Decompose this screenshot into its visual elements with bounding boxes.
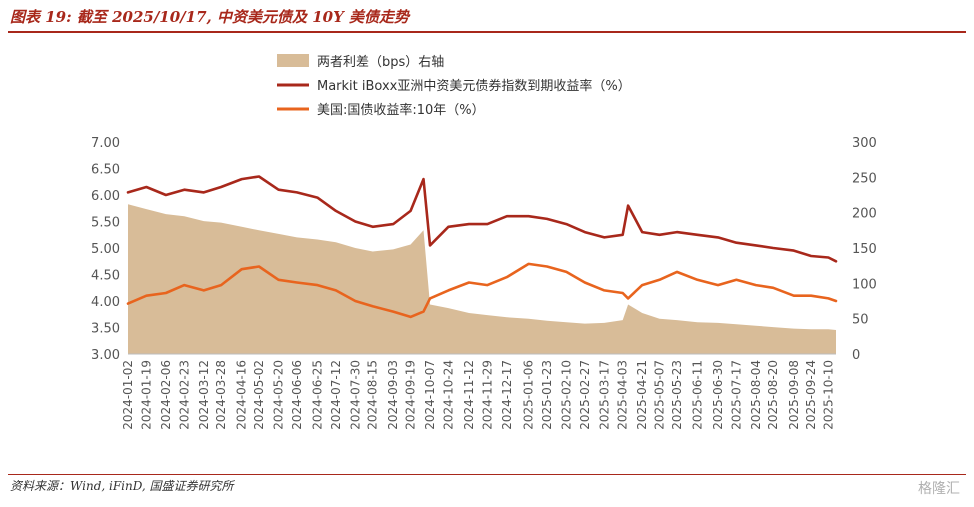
x-tick-label: 2025-02-10 <box>559 360 573 430</box>
x-tick-label: 2024-05-02 <box>252 360 266 430</box>
x-tick-label: 2024-09-03 <box>386 360 400 430</box>
line-layer <box>126 175 838 319</box>
x-tick-label: 2025-10-10 <box>821 360 835 430</box>
x-tick-label: 2025-08-04 <box>749 360 763 430</box>
chart-svg: 两者利差（bps）右轴 Markit iBoxx亚洲中资美元债券指数到期收益率（%… <box>91 54 877 430</box>
x-tick-label: 2024-08-15 <box>366 360 380 430</box>
y-left-tick-label: 7.00 <box>91 136 120 151</box>
spread-area <box>128 204 836 354</box>
title-divider <box>8 31 966 33</box>
x-tick-label: 2024-06-25 <box>310 360 324 430</box>
x-tick-label: 2025-09-08 <box>787 360 801 430</box>
x-tick-label: 2025-01-06 <box>522 360 536 430</box>
x-tick-label: 2025-01-23 <box>540 360 554 430</box>
x-tick-label: 2025-06-30 <box>711 360 725 430</box>
x-tick-label: 2025-08-20 <box>766 360 780 430</box>
y-right-tick-label: 50 <box>852 313 869 328</box>
x-tick-label: 2024-01-19 <box>139 360 153 430</box>
legend-swatch-spread <box>277 54 309 67</box>
legend-label: 美国:国债收益率:10年（%） <box>317 102 485 118</box>
x-tick-label: 2024-10-24 <box>441 360 455 430</box>
y-left-tick-label: 5.00 <box>91 242 120 257</box>
x-tick-label: 2025-05-23 <box>670 360 684 430</box>
markit-yield-line <box>126 175 838 263</box>
legend: 两者利差（bps）右轴 Markit iBoxx亚洲中资美元债券指数到期收益率（%… <box>277 54 631 118</box>
y-left-tick-label: 6.00 <box>91 189 120 204</box>
legend-label: Markit iBoxx亚洲中资美元债券指数到期收益率（%） <box>317 78 631 94</box>
x-tick-label: 2025-04-03 <box>616 360 630 430</box>
x-tick-label: 2024-01-02 <box>121 360 135 430</box>
chart-title: 图表 19: 截至 2025/10/17, 中资美元债及 10Y 美债走势 <box>10 8 410 26</box>
x-tick-label: 2025-02-27 <box>578 360 592 430</box>
y-left-tick-label: 3.00 <box>91 348 120 363</box>
x-tick-label: 2025-04-21 <box>635 360 649 430</box>
y-right-tick-label: 200 <box>852 207 877 222</box>
x-tick-label: 2024-12-17 <box>500 360 514 430</box>
x-tick-label: 2024-03-28 <box>214 360 228 430</box>
y-left-tick-label: 4.00 <box>91 295 120 310</box>
x-tick-label: 2024-07-30 <box>348 360 362 430</box>
x-tick-label: 2025-07-17 <box>729 360 743 430</box>
x-tick-label: 2024-05-20 <box>271 360 285 430</box>
x-tick-label: 2024-03-12 <box>197 360 211 430</box>
x-tick-label: 2025-05-07 <box>653 360 667 430</box>
x-tick-label: 2024-11-12 <box>462 360 476 430</box>
x-tick-label: 2024-07-12 <box>329 360 343 430</box>
x-tick-label: 2025-06-11 <box>690 360 704 430</box>
y-right-tick-label: 100 <box>852 277 877 292</box>
y-left-tick-label: 6.50 <box>91 163 120 178</box>
y-right-tick-label: 300 <box>852 136 877 151</box>
source-divider <box>8 474 966 475</box>
x-tick-label: 2024-04-16 <box>235 360 249 430</box>
treasury-10y-line <box>126 262 838 319</box>
x-tick-label: 2024-11-29 <box>480 360 494 430</box>
x-tick-label: 2025-03-17 <box>597 360 611 430</box>
y-left-tick-label: 5.50 <box>91 216 120 231</box>
axis-layer: 3.00 3.50 4.00 4.50 5.00 5.50 6.00 6.50 7.00 0 50 1… <box>91 136 877 430</box>
x-tick-label: 2024-10-07 <box>423 360 437 430</box>
spread-area-layer <box>128 204 836 354</box>
y-left-tick-label: 4.50 <box>91 269 120 284</box>
legend-label: 两者利差（bps）右轴 <box>317 55 444 70</box>
watermark-logo: 格隆汇 <box>918 481 960 497</box>
x-tick-label: 2025-09-24 <box>804 360 818 430</box>
source-note: 资料来源：Wind, iFinD, 国盛证券研究所 <box>10 479 234 493</box>
x-tick-label: 2024-02-06 <box>159 360 173 430</box>
y-right-tick-label: 0 <box>852 348 860 363</box>
x-tick-label: 2024-02-23 <box>177 360 191 430</box>
y-right-tick-label: 250 <box>852 171 877 186</box>
x-tick-label: 2024-09-19 <box>404 360 418 430</box>
x-tick-label: 2024-06-06 <box>290 360 304 430</box>
y-left-tick-label: 3.50 <box>91 322 120 337</box>
y-right-tick-label: 150 <box>852 242 877 257</box>
